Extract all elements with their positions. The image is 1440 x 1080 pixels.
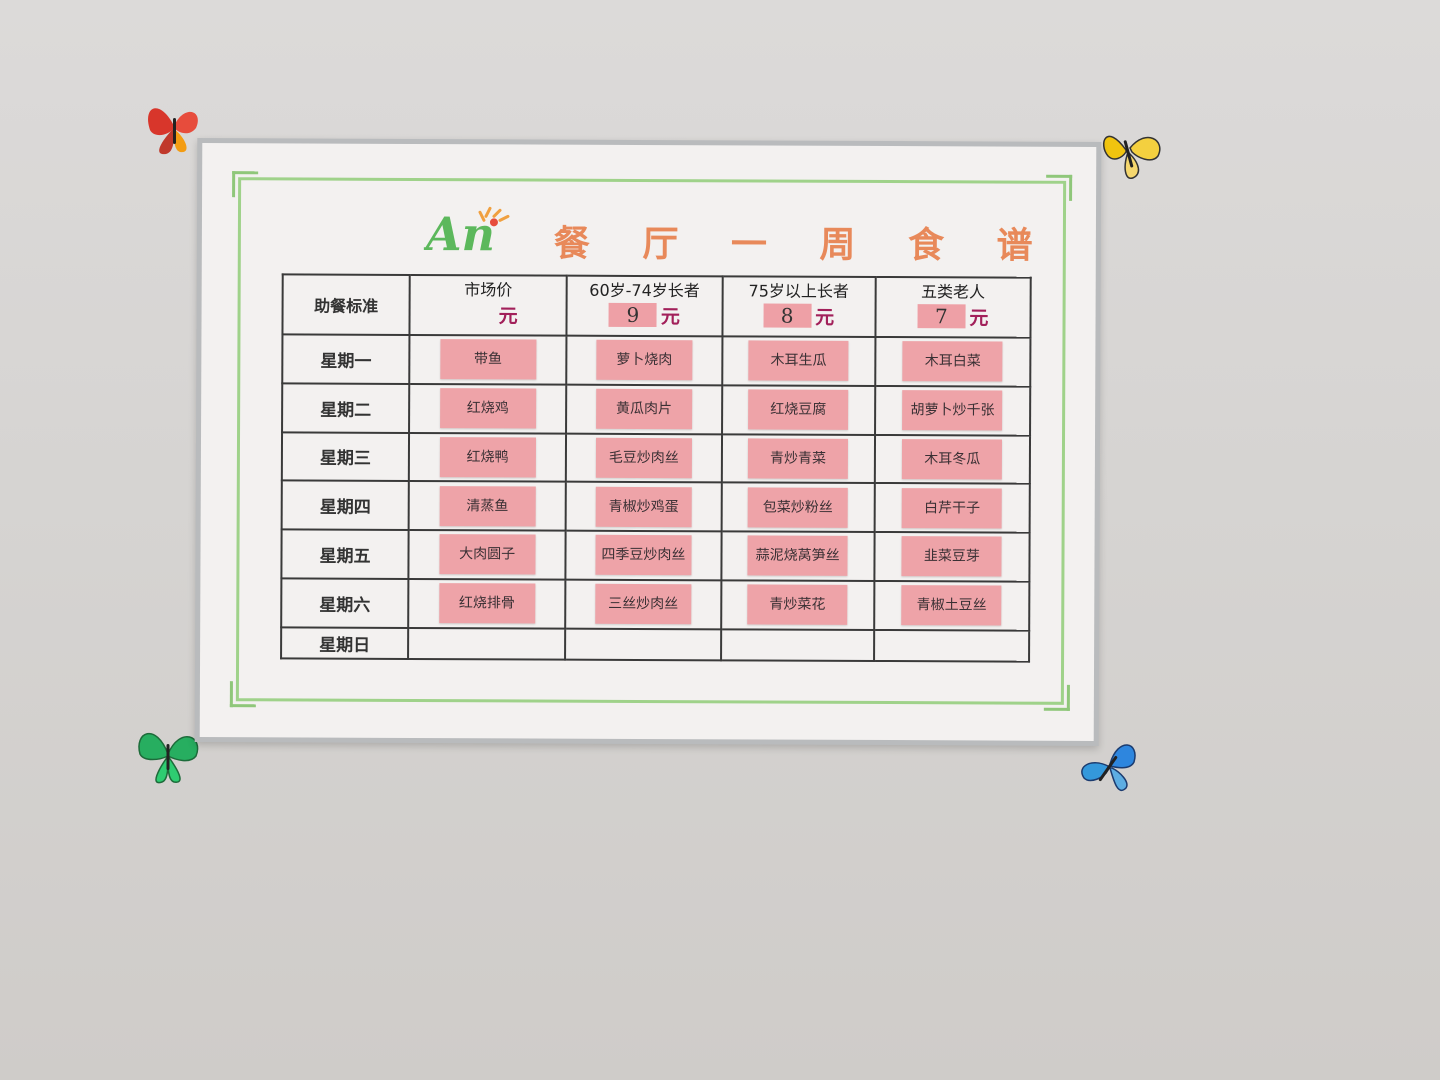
- dish-card: 红烧排骨: [438, 583, 536, 624]
- dish-card: 木耳白菜: [902, 341, 1003, 382]
- dish-card: 蒜泥烧莴笋丝: [747, 535, 848, 577]
- dish-card: 四季豆炒肉丝: [595, 535, 692, 576]
- green-butterfly-icon: [138, 733, 199, 784]
- dish-card: 青炒青菜: [747, 438, 849, 479]
- logo-text: An: [424, 207, 495, 261]
- column-header: 市场价 元: [409, 274, 567, 336]
- dish-card: 大肉圆子: [439, 534, 536, 575]
- price-value: 9: [608, 302, 657, 328]
- table-row: 星期四 清蒸鱼 青椒炒鸡蛋 包菜炒粉丝 白芹干子: [281, 480, 1030, 533]
- empty-cell: [565, 628, 721, 661]
- day-label: 星期二: [320, 400, 372, 421]
- dish-card: 毛豆炒肉丝: [595, 437, 692, 479]
- column-name: 75岁以上长者: [748, 281, 849, 301]
- dish-card: 木耳生瓜: [748, 340, 849, 382]
- price-unit: 元: [660, 305, 680, 328]
- dish-card: 红烧鸭: [439, 436, 536, 478]
- corner-label: 助餐标准: [314, 296, 379, 316]
- dish-card: 萝卜烧肉: [596, 340, 693, 381]
- dish-card: 清蒸鱼: [439, 485, 536, 527]
- corner-ornament: [1043, 684, 1070, 711]
- day-label: 星期五: [319, 546, 371, 567]
- blue-butterfly-icon: [1081, 744, 1136, 791]
- day-label: 星期六: [319, 595, 371, 616]
- price-unit: 元: [815, 306, 835, 329]
- logo: An: [424, 206, 510, 261]
- table-row: 星期日: [281, 626, 1030, 662]
- dish-card: 红烧豆腐: [748, 389, 849, 431]
- corner-ornament: [232, 171, 259, 198]
- dish-card: 黄瓜肉片: [595, 388, 693, 430]
- price-unit: 元: [969, 306, 989, 329]
- price-unit: 元: [498, 304, 518, 327]
- day-label: 星期四: [319, 497, 371, 518]
- day-label: 星期三: [319, 448, 371, 470]
- column-name: 五类老人: [920, 282, 986, 302]
- empty-cell: [408, 627, 566, 660]
- corner-ornament: [1046, 174, 1073, 201]
- table-row: 星期三 红烧鸭 毛豆炒肉丝 青炒青菜 木耳冬瓜: [281, 431, 1031, 484]
- table-row: 星期一 带鱼 萝卜烧肉 木耳生瓜 木耳白菜: [282, 334, 1031, 387]
- empty-cell: [720, 628, 874, 661]
- dish-card: 韭菜豆芽: [901, 536, 1002, 577]
- corner-ornament: [229, 681, 256, 708]
- column-name: 60岁-74岁长者: [589, 280, 700, 301]
- dish-card: 带鱼: [439, 339, 537, 380]
- column-name: 市场价: [464, 280, 513, 300]
- table-row: 星期二 红烧鸡 黄瓜肉片 红烧豆腐 胡萝卜炒千张: [282, 383, 1031, 436]
- corner-label-cell: 助餐标准: [282, 274, 410, 335]
- dish-card: 包菜炒粉丝: [747, 487, 848, 528]
- day-label: 星期一: [320, 351, 372, 372]
- board-title: 餐 厅 一 周 食 谱: [553, 223, 1053, 267]
- price-value: 7: [917, 304, 966, 329]
- red-butterfly-icon: [148, 108, 198, 155]
- dish-card: 青椒炒鸡蛋: [595, 486, 692, 527]
- dish-card: 胡萝卜炒千张: [902, 390, 1003, 431]
- price-value: 8: [763, 303, 812, 328]
- table-row: 星期六 红烧排骨 三丝炒肉丝 青炒菜花 青椒土豆丝: [281, 578, 1030, 631]
- dish-card: 三丝炒肉丝: [595, 583, 692, 625]
- yellow-butterfly-icon: [1103, 135, 1161, 179]
- dish-card: 青炒菜花: [747, 584, 848, 626]
- dish-card: 青椒土豆丝: [901, 585, 1002, 626]
- dish-card: 红烧鸡: [439, 388, 536, 429]
- dish-card: 木耳冬瓜: [902, 439, 1003, 480]
- empty-cell: [873, 629, 1030, 662]
- day-label: 星期日: [319, 635, 371, 656]
- dish-card: 白芹干子: [901, 487, 1003, 529]
- table-row: 星期五 大肉圆子 四季豆炒肉丝 蒜泥烧莴笋丝 韭菜豆芽: [281, 529, 1030, 582]
